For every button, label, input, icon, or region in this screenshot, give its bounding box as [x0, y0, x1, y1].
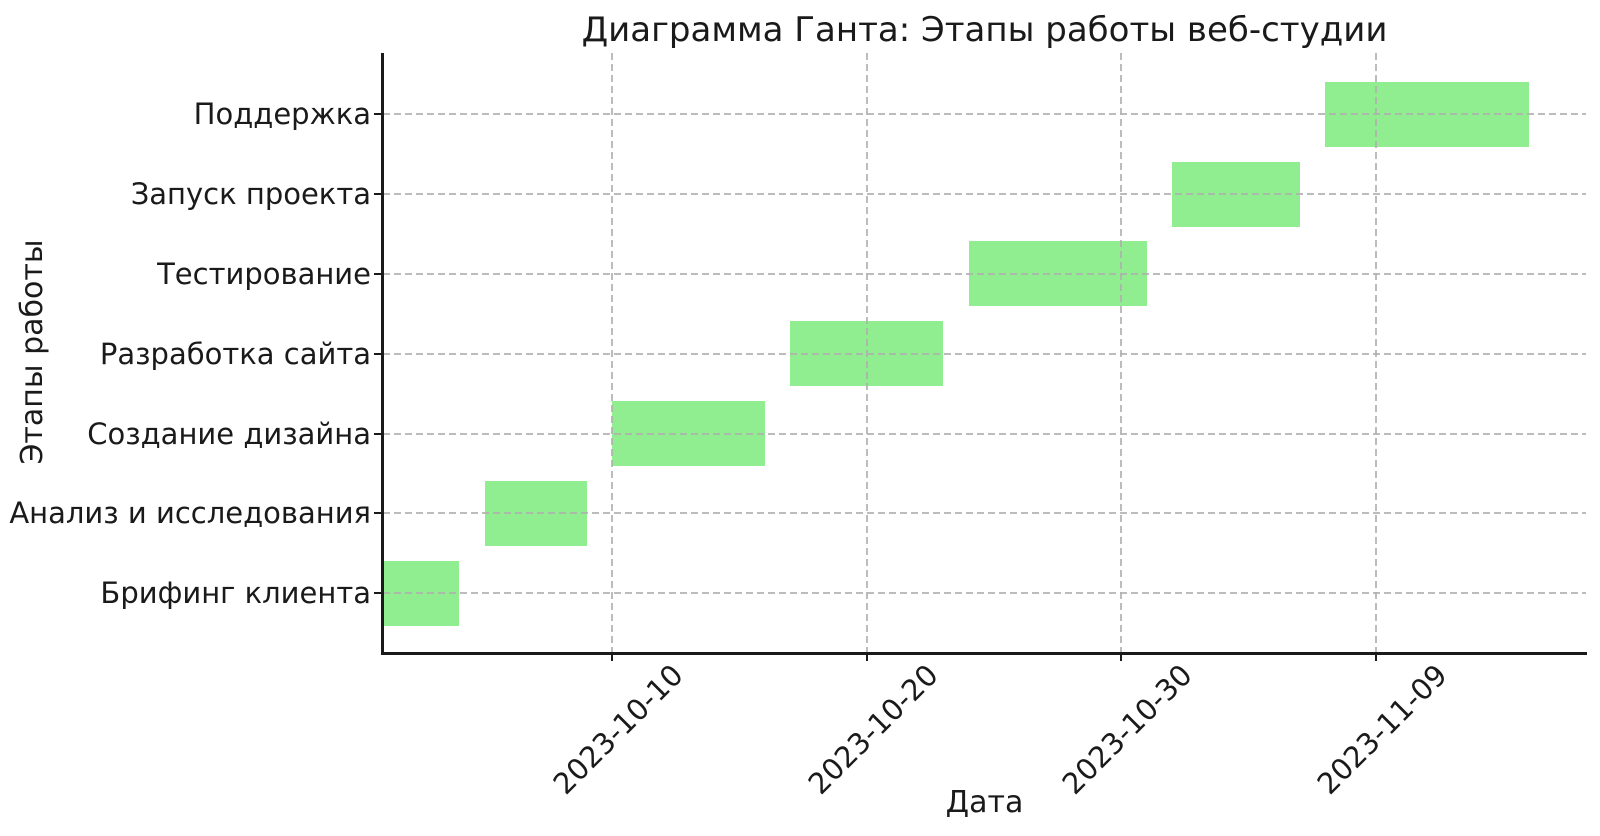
y-tick-label: Брифинг клиента [100, 576, 371, 611]
horizontal-gridline [383, 432, 1586, 435]
x-tick-mark [1374, 652, 1377, 661]
y-tick-label: Запуск проекта [130, 177, 371, 212]
horizontal-gridline [383, 113, 1586, 116]
y-axis-label: Этапы работы [15, 239, 50, 465]
y-tick-label: Тестирование [157, 256, 371, 291]
y-tick-label: Анализ и исследования [9, 496, 371, 531]
x-axis-label: Дата [945, 785, 1024, 820]
plot-area [383, 53, 1586, 652]
x-tick-mark [1120, 652, 1123, 661]
horizontal-gridline [383, 272, 1586, 275]
horizontal-gridline [383, 193, 1586, 196]
x-tick-mark [865, 652, 868, 661]
vertical-gridline [611, 53, 614, 652]
y-tick-mark [374, 592, 383, 595]
vertical-gridline [865, 53, 868, 652]
y-tick-label: Создание дизайна [87, 416, 371, 451]
x-tick-mark [611, 652, 614, 661]
vertical-gridline [1120, 53, 1123, 652]
y-tick-mark [374, 193, 383, 196]
vertical-gridline [1374, 53, 1377, 652]
chart-title: Диаграмма Ганта: Этапы работы веб-студии [581, 10, 1388, 50]
y-tick-mark [374, 432, 383, 435]
y-tick-label: Разработка сайта [99, 336, 371, 371]
y-tick-mark [374, 352, 383, 355]
horizontal-gridline [383, 352, 1586, 355]
y-axis-spine [381, 53, 384, 654]
horizontal-gridline [383, 592, 1586, 595]
x-axis-spine [381, 652, 1587, 655]
y-tick-label: Поддержка [193, 97, 371, 132]
y-tick-mark [374, 272, 383, 275]
y-tick-mark [374, 512, 383, 515]
horizontal-gridline [383, 512, 1586, 515]
y-tick-mark [374, 113, 383, 116]
